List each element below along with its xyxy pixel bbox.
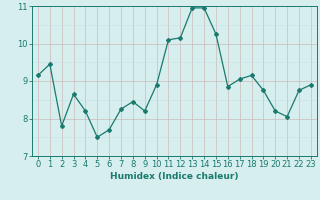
X-axis label: Humidex (Indice chaleur): Humidex (Indice chaleur) (110, 172, 239, 181)
